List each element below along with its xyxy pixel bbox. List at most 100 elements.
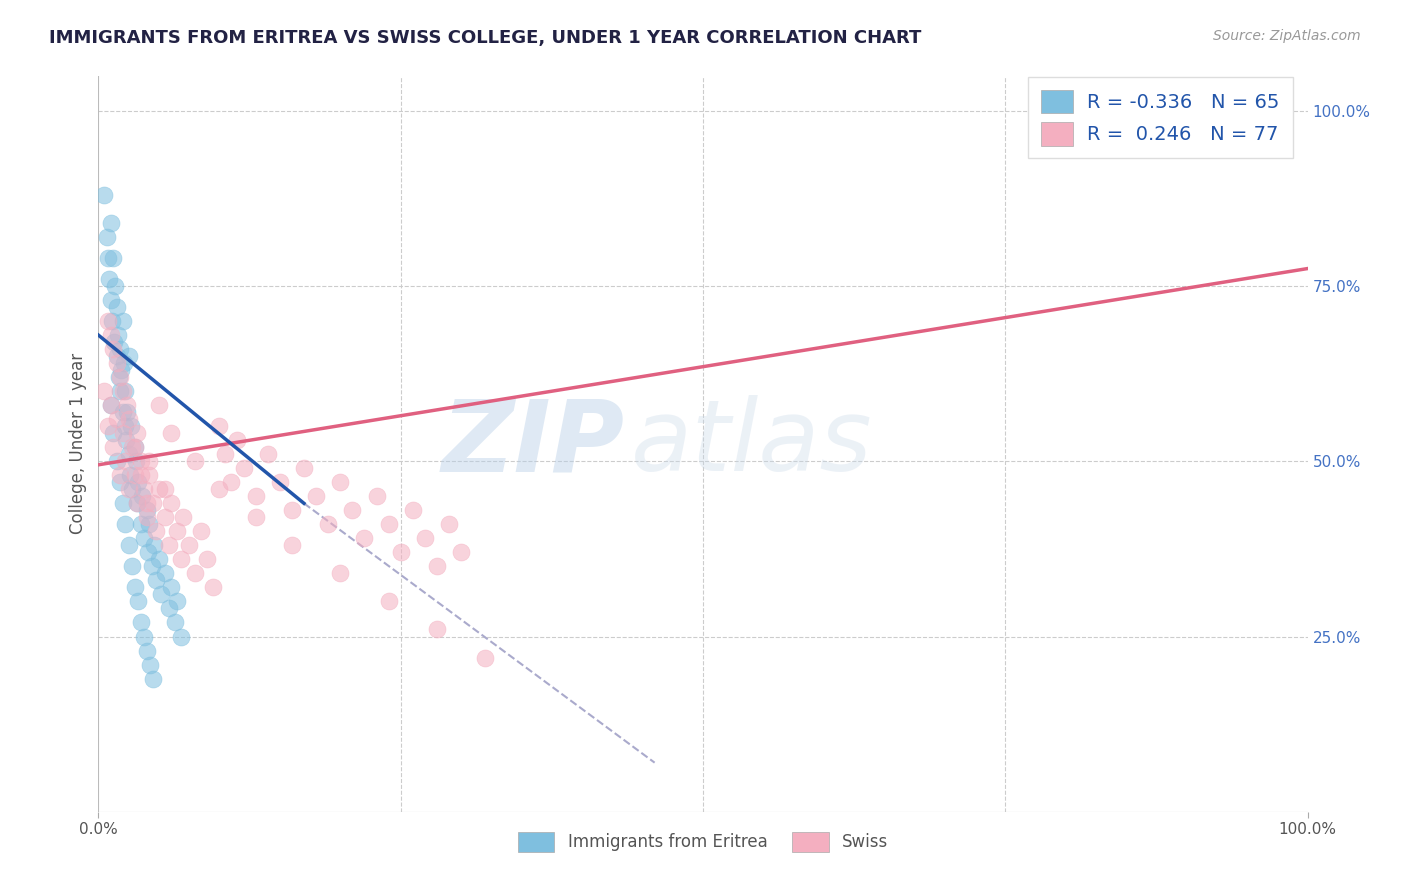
Point — [281, 503, 304, 517]
Point — [143, 538, 166, 552]
Point — [110, 363, 132, 377]
Point — [127, 496, 149, 510]
Point — [129, 454, 152, 468]
Y-axis label: College, Under 1 year: College, Under 1 year — [69, 353, 87, 534]
Point — [105, 412, 128, 426]
Point — [118, 468, 141, 483]
Text: Source: ZipAtlas.com: Source: ZipAtlas.com — [1213, 29, 1361, 43]
Point — [148, 552, 170, 566]
Point — [153, 510, 176, 524]
Point — [160, 581, 183, 595]
Point — [136, 545, 159, 559]
Point — [100, 216, 122, 230]
Point — [342, 503, 364, 517]
Point — [118, 447, 141, 461]
Point — [100, 328, 122, 343]
Point — [153, 483, 176, 497]
Point — [208, 419, 231, 434]
Point — [124, 440, 146, 454]
Point — [148, 398, 170, 412]
Point — [142, 672, 165, 686]
Point — [118, 412, 141, 426]
Point — [100, 398, 122, 412]
Point — [103, 335, 125, 350]
Point — [114, 517, 136, 532]
Point — [124, 440, 146, 454]
Point — [245, 510, 267, 524]
Point — [104, 279, 127, 293]
Point — [129, 468, 152, 483]
Point — [377, 594, 399, 608]
Point — [120, 419, 142, 434]
Point — [226, 434, 249, 448]
Point — [97, 251, 120, 265]
Point — [269, 475, 291, 490]
Point — [426, 623, 449, 637]
Point — [153, 566, 176, 581]
Point — [141, 559, 163, 574]
Point — [190, 524, 212, 539]
Point — [117, 398, 139, 412]
Point — [114, 454, 136, 468]
Point — [474, 650, 496, 665]
Point — [138, 468, 160, 483]
Point — [111, 314, 134, 328]
Point — [305, 489, 328, 503]
Point — [131, 489, 153, 503]
Point — [208, 483, 231, 497]
Point — [157, 601, 180, 615]
Point — [145, 574, 167, 588]
Point — [108, 384, 131, 399]
Point — [169, 630, 191, 644]
Point — [111, 405, 134, 419]
Point — [172, 510, 194, 524]
Point — [135, 510, 157, 524]
Point — [111, 496, 134, 510]
Point — [160, 426, 183, 441]
Point — [127, 475, 149, 490]
Point — [437, 517, 460, 532]
Point — [114, 419, 136, 434]
Point — [256, 447, 278, 461]
Point — [184, 454, 207, 468]
Point — [118, 349, 141, 363]
Point — [117, 405, 139, 419]
Point — [108, 370, 131, 384]
Point — [108, 468, 131, 483]
Point — [114, 384, 136, 399]
Point — [157, 538, 180, 552]
Point — [129, 517, 152, 532]
Point — [281, 538, 304, 552]
Text: atlas: atlas — [630, 395, 872, 492]
Point — [127, 496, 149, 510]
Point — [101, 440, 124, 454]
Point — [124, 581, 146, 595]
Point — [105, 356, 128, 370]
Point — [124, 468, 146, 483]
Point — [202, 581, 225, 595]
Point — [134, 483, 156, 497]
Point — [426, 559, 449, 574]
Text: IMMIGRANTS FROM ERITREA VS SWISS COLLEGE, UNDER 1 YEAR CORRELATION CHART: IMMIGRANTS FROM ERITREA VS SWISS COLLEGE… — [49, 29, 921, 46]
Point — [134, 532, 156, 546]
Point — [377, 517, 399, 532]
Point — [195, 552, 218, 566]
Point — [121, 559, 143, 574]
Point — [98, 272, 121, 286]
Point — [125, 454, 148, 468]
Point — [138, 454, 160, 468]
Point — [105, 454, 128, 468]
Point — [148, 483, 170, 497]
Point — [93, 384, 115, 399]
Point — [139, 657, 162, 672]
Point — [100, 293, 122, 307]
Point — [366, 489, 388, 503]
Point — [107, 328, 129, 343]
Point — [96, 230, 118, 244]
Point — [112, 356, 135, 370]
Point — [329, 566, 352, 581]
Point — [134, 630, 156, 644]
Point — [150, 587, 173, 601]
Point — [108, 370, 131, 384]
Point — [121, 440, 143, 454]
